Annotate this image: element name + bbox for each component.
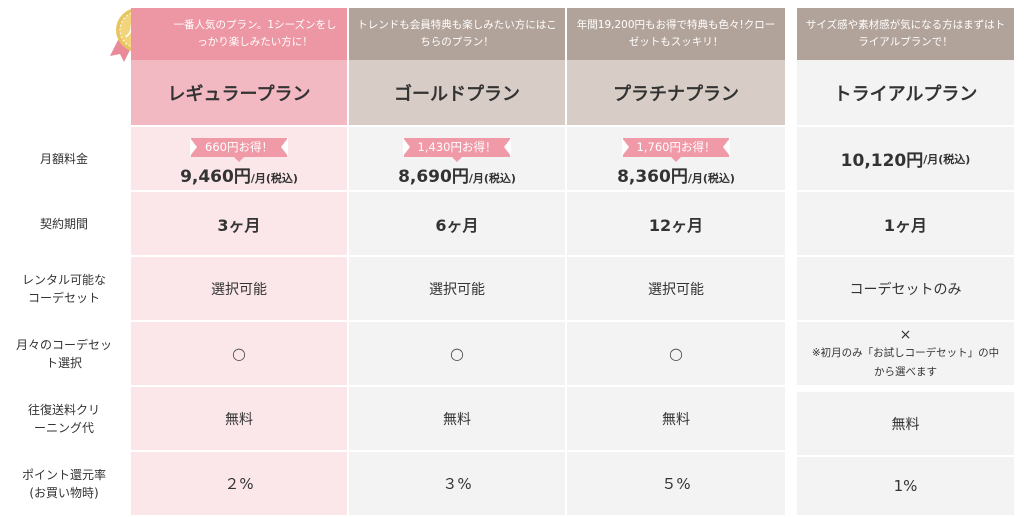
plan-description-gold: トレンドも会員特典も楽しみたい方にはこちらのプラン！ [349, 8, 565, 60]
row-label-shipping: 往復送料クリーニング代 [27, 402, 100, 435]
price-value: 9,460円 [180, 167, 251, 187]
row-label-price: 月額料金 [39, 151, 88, 166]
monthly-select-cell-regular: ○ [131, 322, 347, 385]
plan-name-platinum: プラチナプラン [567, 60, 785, 125]
plan-name-trial: トライアルプラン [797, 60, 1014, 125]
monthly-select-cell-gold: ○ [349, 322, 565, 385]
price-unit: /月(税込) [468, 172, 516, 185]
row-label-term: 契約期間 [39, 216, 88, 231]
row-label-monthly-select: 月々のコーデセット選択 [15, 337, 112, 370]
monthly-select-note: ※初月のみ「お試しコーデセット」の中から選べます [811, 347, 1000, 378]
price-cell-platinum: 1,760円お得！ 8,360円/月(税込) [567, 127, 785, 190]
monthly-select-cell-trial: × ※初月のみ「お試しコーデセット」の中から選べます [797, 322, 1014, 385]
plan-name-gold: ゴールドプラン [349, 60, 565, 125]
rental-cell-platinum: 選択可能 [567, 257, 785, 320]
available-mark: ○ [232, 344, 246, 363]
points-cell-gold: ３% [349, 452, 565, 515]
plan-name-regular: レギュラープラン [131, 60, 347, 125]
rental-cell-trial: コーデセットのみ [797, 257, 1014, 320]
discount-tag: 660円お得！ [190, 138, 288, 157]
plan-description-platinum: 年間19,200円もお得で特典も色々!クローゼットもスッキリ！ [567, 8, 785, 60]
price-unit: /月(税込) [250, 172, 298, 185]
plan-description-trial: サイズ感や素材感が気になる方はまずはトライアルプランで！ [797, 8, 1014, 60]
price-cell-trial: 10,120円/月(税込) [797, 127, 1014, 190]
rental-cell-gold: 選択可能 [349, 257, 565, 320]
row-label-rental: レンタル可能なコーデセット [21, 272, 106, 305]
points-cell-trial: 1% [797, 457, 1014, 515]
price-unit: /月(税込) [923, 152, 971, 166]
shipping-cell-platinum: 無料 [567, 387, 785, 450]
term-cell-platinum: 12ヶ月 [567, 192, 785, 255]
price-cell-regular: 660円お得！ 9,460円/月(税込) [131, 127, 347, 190]
discount-tag: 1,760円お得！ [621, 138, 731, 157]
shipping-cell-gold: 無料 [349, 387, 565, 450]
monthly-select-cell-platinum: ○ [567, 322, 785, 385]
points-cell-platinum: ５% [567, 452, 785, 515]
shipping-cell-regular: 無料 [131, 387, 347, 450]
rental-cell-regular: 選択可能 [131, 257, 347, 320]
price-value: 8,690円 [398, 167, 469, 187]
shipping-cell-trial: 無料 [797, 392, 1014, 455]
price-value: 10,120円 [840, 151, 924, 171]
plan-description-regular: 一番人気のプラン。1シーズンをしっかり楽しみたい方に！ [131, 8, 347, 60]
available-mark: ○ [450, 344, 464, 363]
price-cell-gold: 1,430円お得！ 8,690円/月(税込) [349, 127, 565, 190]
term-cell-gold: 6ヶ月 [349, 192, 565, 255]
price-value: 8,360円 [617, 167, 688, 187]
available-mark: ○ [669, 344, 683, 363]
term-cell-regular: 3ヶ月 [131, 192, 347, 255]
row-label-points: ポイント還元率(お買い物時) [21, 467, 106, 500]
term-cell-trial: 1ヶ月 [797, 192, 1014, 255]
price-unit: /月(税込) [687, 172, 735, 185]
unavailable-mark: × [899, 327, 912, 343]
points-cell-regular: ２% [131, 452, 347, 515]
discount-tag: 1,430円お得！ [402, 138, 512, 157]
